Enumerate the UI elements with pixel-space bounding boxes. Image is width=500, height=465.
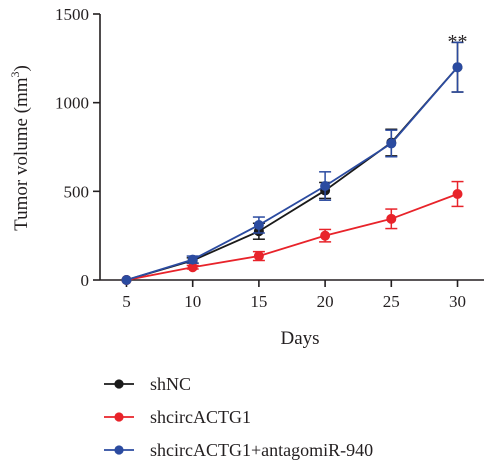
y-tick-label: 500 [64, 182, 90, 201]
legend-marker [114, 379, 124, 389]
data-point [386, 138, 397, 149]
series-layer [121, 41, 464, 285]
x-tick-label: 20 [317, 292, 334, 311]
y-axis-title-superscript: 3 [8, 71, 22, 77]
y-axis-title-close: ) [11, 65, 32, 71]
legend-item-2: shcircACTG1+antagomiR-940 [104, 440, 373, 460]
data-point [386, 213, 397, 224]
legend-label: shcircACTG1+antagomiR-940 [150, 440, 373, 460]
y-tick-label: 0 [81, 271, 90, 290]
data-point [253, 251, 264, 262]
data-point [320, 230, 331, 241]
data-point [320, 181, 331, 192]
x-tick-label: 25 [383, 292, 400, 311]
legend-marker [114, 445, 124, 455]
significance-annotation: ** [448, 31, 468, 53]
series-line [126, 193, 458, 281]
x-tick-label: 30 [449, 292, 466, 311]
y-axis-title: Tumor volume (mm3) [8, 65, 32, 231]
x-tick-label: 5 [122, 292, 131, 311]
legend-label: shNC [150, 374, 191, 394]
y-tick-label: 1500 [55, 5, 89, 24]
data-point [452, 188, 463, 199]
y-tick-label: 1000 [55, 94, 89, 113]
y-axis-title-main: Tumor volume (mm [11, 77, 32, 231]
series-1 [121, 180, 464, 285]
x-tick-label: 15 [250, 292, 267, 311]
data-point [253, 220, 264, 231]
x-axis-title: Days [280, 328, 319, 349]
y-axis: 0 500 1000 1500 [55, 5, 101, 290]
data-point [121, 274, 132, 285]
legend-item-1: shcircACTG1 [104, 407, 251, 427]
legend-marker [114, 412, 124, 422]
series-line [126, 66, 459, 281]
legend-item-0: shNC [104, 374, 191, 394]
data-point [452, 62, 463, 73]
series-line [126, 66, 459, 281]
x-tick-label: 10 [184, 292, 201, 311]
series-0 [121, 41, 464, 285]
legend: shNC shcircACTG1 shcircACTG1+antagomiR-940 [104, 374, 373, 460]
x-axis: 5 10 15 20 25 30 [100, 279, 484, 311]
series-2 [121, 41, 464, 285]
legend-label: shcircACTG1 [150, 407, 251, 427]
data-point [187, 254, 198, 265]
